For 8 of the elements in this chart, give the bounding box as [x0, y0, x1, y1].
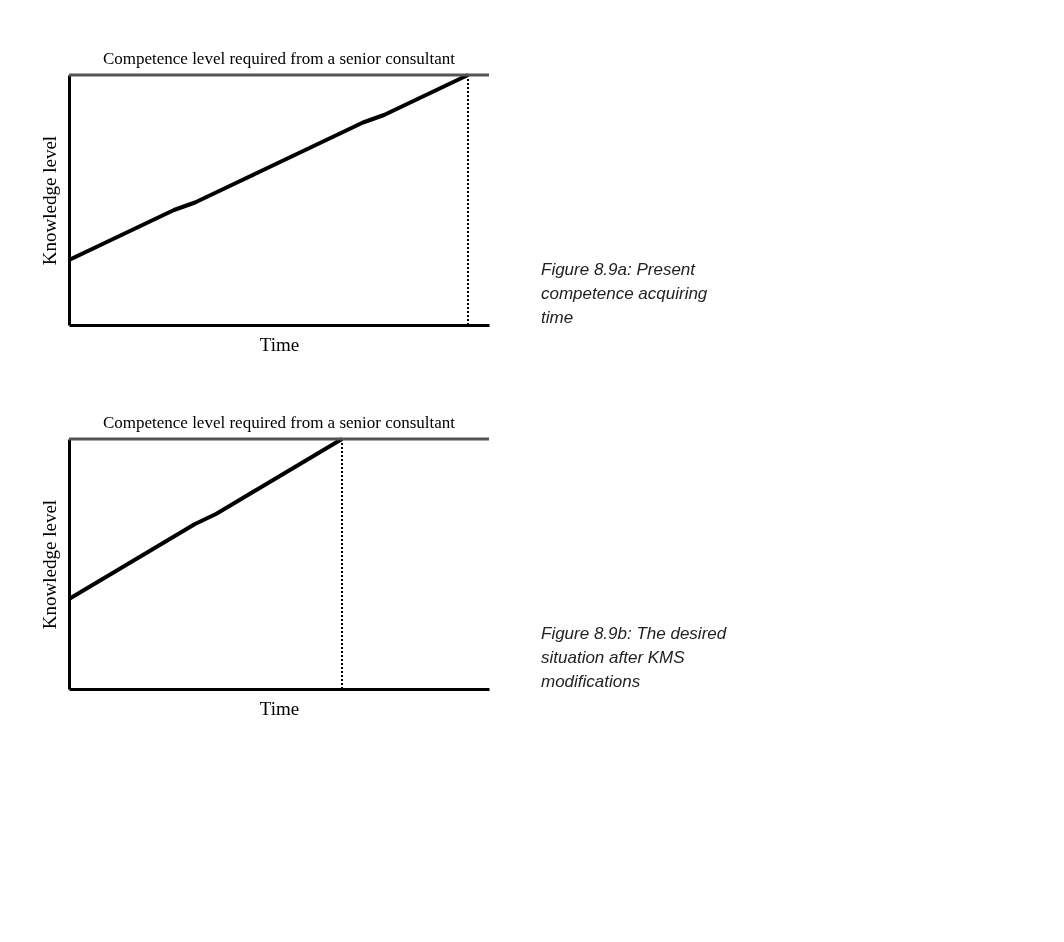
caption: Figure 8.9a: Present competence acquiring time	[541, 260, 708, 327]
caption: Figure 8.9b: The desired situation after KMS modifications	[541, 624, 727, 691]
x-axis-title: Time	[259, 333, 300, 355]
y-axis-title: Knowledge level	[38, 499, 60, 630]
ref-line-label: Competence level required from a senior consultant	[102, 49, 456, 68]
y-axis-title: Knowledge level	[38, 135, 60, 266]
ref-line-label: Competence level required from a senior consultant	[102, 413, 456, 432]
x-axis-title: Time	[259, 697, 300, 719]
